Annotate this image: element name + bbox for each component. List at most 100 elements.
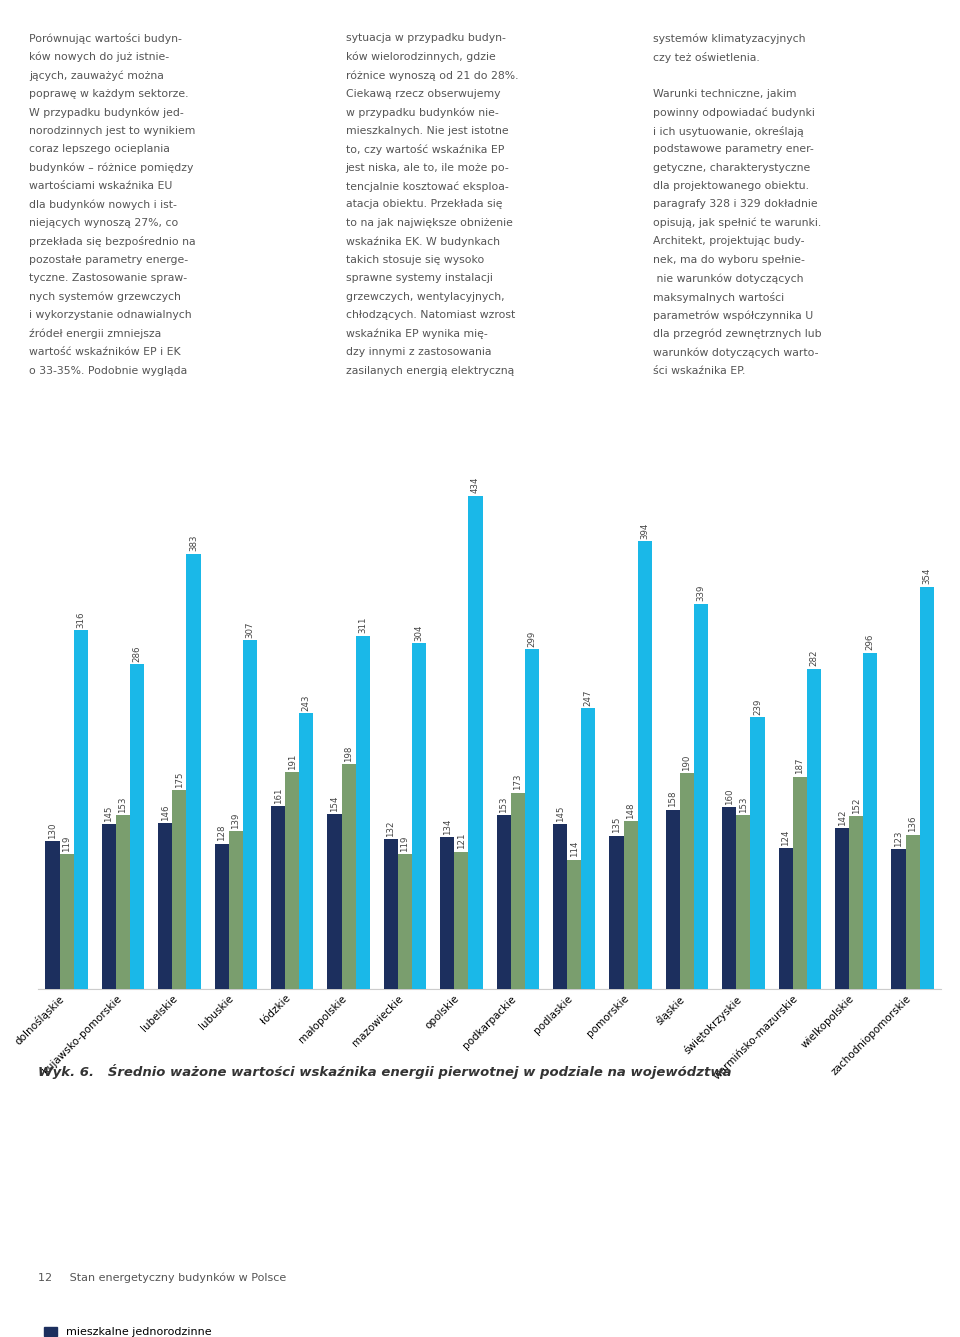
Text: takich stosuje się wysoko: takich stosuje się wysoko — [346, 255, 484, 265]
Text: Architekt, projektując budy-: Architekt, projektując budy- — [653, 237, 804, 246]
Text: zasilanych energią elektryczną: zasilanych energią elektryczną — [346, 365, 514, 376]
Text: 153: 153 — [499, 797, 508, 813]
Text: 145: 145 — [105, 806, 113, 822]
Text: W przypadku budynków jed-: W przypadku budynków jed- — [29, 107, 183, 118]
Bar — [355, 635, 370, 989]
Text: wartość wskaźników EP i EK: wartość wskaźników EP i EK — [29, 348, 180, 357]
Text: mieszkalnych. Nie jest istotne: mieszkalnych. Nie jest istotne — [346, 126, 508, 135]
Text: coraz lepszego ocieplania: coraz lepszego ocieplania — [29, 144, 170, 154]
Text: 160: 160 — [725, 789, 733, 805]
Text: 239: 239 — [753, 699, 762, 715]
Text: przekłada się bezpośrednio na: przekłada się bezpośrednio na — [29, 237, 196, 247]
Text: 296: 296 — [866, 634, 875, 650]
Text: 153: 153 — [739, 797, 748, 813]
Text: 175: 175 — [175, 771, 184, 787]
Text: w przypadku budynków nie-: w przypadku budynków nie- — [346, 107, 498, 118]
Text: 191: 191 — [288, 753, 297, 770]
Bar — [905, 834, 920, 989]
Bar — [525, 650, 539, 989]
Bar — [610, 836, 624, 989]
Text: Porównując wartości budyn-: Porównując wartości budyn- — [29, 33, 181, 44]
Bar — [454, 852, 468, 989]
Text: 158: 158 — [668, 790, 678, 808]
Text: 339: 339 — [697, 586, 706, 602]
Text: i ich usytuowanie, określają: i ich usytuowanie, określają — [653, 126, 804, 136]
Bar — [835, 828, 850, 989]
Text: budynków – różnice pomiędzy: budynków – różnice pomiędzy — [29, 163, 193, 172]
Text: chłodzących. Natomiast wzrost: chłodzących. Natomiast wzrost — [346, 310, 515, 320]
Bar — [624, 821, 637, 989]
Text: 12     Stan energetyczny budynków w Polsce: 12 Stan energetyczny budynków w Polsce — [38, 1273, 287, 1284]
Text: dla projektowanego obiektu.: dla projektowanego obiektu. — [653, 180, 808, 191]
Text: jest niska, ale to, ile może po-: jest niska, ale to, ile może po- — [346, 163, 510, 172]
Text: 316: 316 — [76, 611, 85, 627]
Text: 128: 128 — [217, 825, 227, 841]
Text: 282: 282 — [809, 650, 818, 666]
Bar — [751, 718, 764, 989]
Text: ści wskaźnika EP.: ści wskaźnika EP. — [653, 365, 745, 376]
Text: Ciekawą rzecz obserwujemy: Ciekawą rzecz obserwujemy — [346, 88, 500, 99]
Bar — [666, 810, 680, 989]
Text: nych systemów grzewczych: nych systemów grzewczych — [29, 291, 180, 302]
Text: sytuacja w przypadku budyn-: sytuacja w przypadku budyn- — [346, 33, 506, 43]
Bar — [680, 773, 694, 989]
Bar — [496, 816, 511, 989]
Text: 434: 434 — [471, 477, 480, 493]
Text: 299: 299 — [527, 631, 537, 647]
Bar — [228, 832, 243, 989]
Text: 187: 187 — [795, 758, 804, 774]
Text: 354: 354 — [923, 568, 931, 584]
Bar — [74, 630, 87, 989]
Bar — [102, 825, 116, 989]
Bar — [553, 825, 567, 989]
Bar — [384, 840, 398, 989]
Text: 136: 136 — [908, 816, 917, 833]
Bar — [581, 709, 595, 989]
Text: parametrów współczynnika U: parametrów współczynnika U — [653, 310, 813, 321]
Text: dzy innymi z zastosowania: dzy innymi z zastosowania — [346, 348, 492, 357]
Text: tyczne. Zastosowanie spraw-: tyczne. Zastosowanie spraw- — [29, 273, 187, 283]
Text: grzewczych, wentylacyjnych,: grzewczych, wentylacyjnych, — [346, 291, 504, 302]
Text: 286: 286 — [132, 646, 142, 662]
Bar — [243, 640, 257, 989]
Text: 152: 152 — [852, 798, 861, 814]
Bar — [173, 790, 186, 989]
Text: pozostałe parametry energe-: pozostałe parametry energe- — [29, 255, 188, 265]
Text: getyczne, charakterystyczne: getyczne, charakterystyczne — [653, 163, 810, 172]
Text: 123: 123 — [894, 830, 903, 848]
Text: nek, ma do wyboru spełnie-: nek, ma do wyboru spełnie- — [653, 255, 804, 265]
Bar — [511, 793, 525, 989]
Text: wskaźnika EP wynika mię-: wskaźnika EP wynika mię- — [346, 329, 488, 340]
Text: 173: 173 — [514, 774, 522, 790]
Bar — [863, 652, 877, 989]
Text: 311: 311 — [358, 616, 367, 634]
Text: opisują, jak spełnić te warunki.: opisują, jak spełnić te warunki. — [653, 218, 821, 229]
Text: Wyk. 6.   Średnio ważone wartości wskaźnika energii pierwotnej w podziale na woj: Wyk. 6. Średnio ważone wartości wskaźnik… — [38, 1064, 732, 1079]
Bar — [271, 806, 285, 989]
Text: poprawę w każdym sektorze.: poprawę w każdym sektorze. — [29, 88, 188, 99]
Text: 153: 153 — [118, 797, 128, 813]
Text: 146: 146 — [161, 805, 170, 821]
Text: 190: 190 — [683, 754, 691, 771]
Text: 383: 383 — [189, 535, 198, 551]
Text: i wykorzystanie odnawialnych: i wykorzystanie odnawialnych — [29, 310, 191, 320]
Bar — [920, 587, 934, 989]
Text: atacja obiektu. Przekłada się: atacja obiektu. Przekłada się — [346, 199, 502, 210]
Bar — [130, 664, 144, 989]
Text: paragrafy 328 i 329 dokładnie: paragrafy 328 i 329 dokładnie — [653, 199, 817, 210]
Bar — [60, 854, 74, 989]
Bar — [779, 848, 793, 989]
Text: to, czy wartość wskaźnika EP: to, czy wartość wskaźnika EP — [346, 144, 504, 155]
Bar — [793, 777, 806, 989]
Text: 198: 198 — [344, 746, 353, 762]
Text: 119: 119 — [62, 836, 71, 852]
Text: 114: 114 — [569, 841, 579, 857]
Text: nie warunków dotyczących: nie warunków dotyczących — [653, 273, 804, 283]
Text: jących, zauważyć można: jących, zauważyć można — [29, 71, 163, 80]
Bar — [468, 496, 483, 989]
Text: 161: 161 — [274, 787, 282, 804]
Text: norodzinnych jest to wynikiem: norodzinnych jest to wynikiem — [29, 126, 195, 135]
Text: 304: 304 — [415, 624, 423, 642]
Bar — [806, 668, 821, 989]
Text: o 33-35%. Podobnie wygląda: o 33-35%. Podobnie wygląda — [29, 365, 187, 376]
